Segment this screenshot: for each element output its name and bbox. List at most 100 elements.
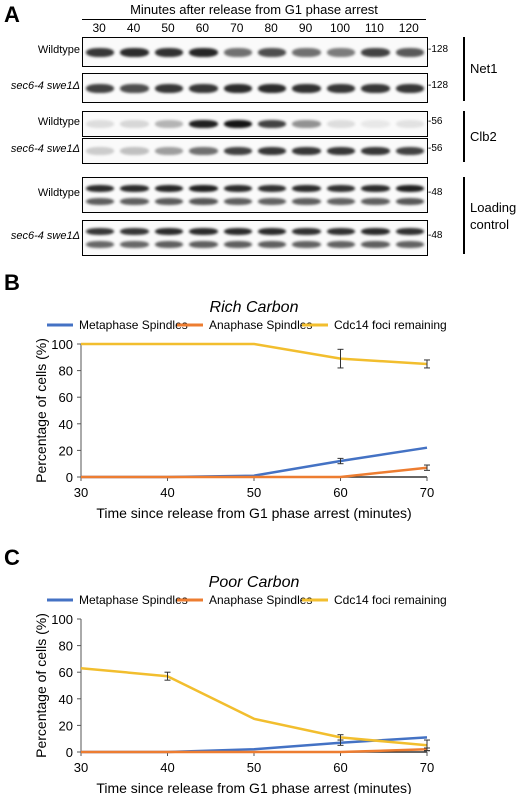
blot-band [326,185,356,193]
blot-band [223,120,252,128]
series-line [81,466,428,479]
x-tick-label: 50 [247,760,261,775]
blot-image [82,220,428,256]
y-axis-label: Percentage of cells (%) [33,338,49,483]
blot-band [395,47,424,57]
time-header: Minutes after release from G1 phase arre… [130,2,378,17]
lane-label: Wildtype [37,116,80,128]
blot-band [223,240,252,248]
blot-band [154,240,184,248]
blot-band [395,228,424,236]
blot-band [395,83,424,93]
blot-image [82,111,428,137]
blot-band [395,240,424,248]
timepoint-label: 90 [298,21,313,35]
blot-band [154,228,184,236]
mw-marker: -128 [428,44,449,55]
blot-band [154,185,184,193]
series-line [80,666,428,747]
blot-band [120,185,149,193]
blot-band [258,83,287,93]
blot-bracket [463,37,465,101]
y-tick-label: 40 [59,417,73,432]
x-axis-label: Time since release from G1 phase arrest … [96,780,411,794]
blot-band [258,147,287,155]
blot-band [223,185,252,193]
legend-label: Anaphase Spindles [209,318,312,332]
blot-band [395,197,424,205]
blot-band [189,147,218,155]
blot-band [154,197,184,205]
blot-band [223,47,252,57]
y-axis-label: Percentage of cells (%) [33,613,49,758]
blot-band [395,120,424,128]
blot-band [189,120,218,128]
blot-band [154,147,184,155]
mw-marker: -56 [428,116,443,127]
blot-band [326,47,356,57]
x-tick-label: 30 [74,485,88,500]
x-axis-label: Time since release from G1 phase arrest … [96,505,411,521]
blot-band [120,120,149,128]
y-tick-label: 80 [59,639,73,654]
blot-band [258,228,287,236]
blot-band [223,197,252,205]
chart-title: Poor Carbon [209,574,300,591]
timepoint-label: 50 [161,21,175,35]
blot-band [326,147,356,155]
blot-band [258,185,287,193]
blot-band [292,147,321,155]
blot-band [86,120,115,128]
blot-band [189,240,218,248]
panel-a-letter: A [4,2,20,27]
lane-label: Wildtype [37,187,80,199]
timepoint-label: 30 [92,21,106,35]
blot-band [86,197,115,205]
blot-band [86,47,115,57]
y-tick-label: 100 [51,612,73,627]
blot-band [326,197,356,205]
lane-label: sec6-4 swe1Δ [10,80,80,92]
x-tick-label: 60 [333,485,347,500]
blot-band [120,47,149,57]
timepoint-label: 40 [126,21,141,35]
blot-image [82,138,428,164]
x-tick-label: 50 [247,485,261,500]
y-tick-label: 0 [66,470,73,485]
blot-band [258,197,287,205]
blot-band [86,240,115,248]
mw-marker: -128 [428,80,449,91]
legend-label: Anaphase Spindles [209,593,312,607]
blot-band [189,185,218,193]
blot-band [120,197,149,205]
x-tick-label: 40 [160,760,174,775]
y-tick-label: 60 [59,665,73,680]
lane-label: sec6-4 swe1Δ [10,230,80,242]
blot-band [189,197,218,205]
blot-band [86,83,115,93]
blot-band [395,185,424,193]
blot-band [326,240,356,248]
blot-band [154,120,184,128]
mw-marker: -48 [428,230,443,241]
x-tick-label: 40 [160,485,174,500]
timepoint-label: 70 [230,21,244,35]
blot-band [86,147,115,155]
panel-b-letter: B [4,270,20,295]
blot-image [82,37,428,67]
blot-band [189,83,218,93]
blot-band [120,240,149,248]
blot-band [258,240,287,248]
blot-image [82,73,428,103]
rich-carbon-chart: Rich Carbon Metaphase Spindles Anaphase Sp… [33,299,447,521]
series-line [81,748,428,754]
blot-band [120,228,149,236]
mw-marker: -56 [428,143,443,154]
blot-band [326,83,356,93]
x-tick-label: 70 [420,760,434,775]
panel-c-letter: C [4,545,20,570]
blot-band [292,197,321,205]
blot-band [292,240,321,248]
blot-name: Loading control [470,199,517,232]
y-tick-label: 20 [59,718,73,733]
